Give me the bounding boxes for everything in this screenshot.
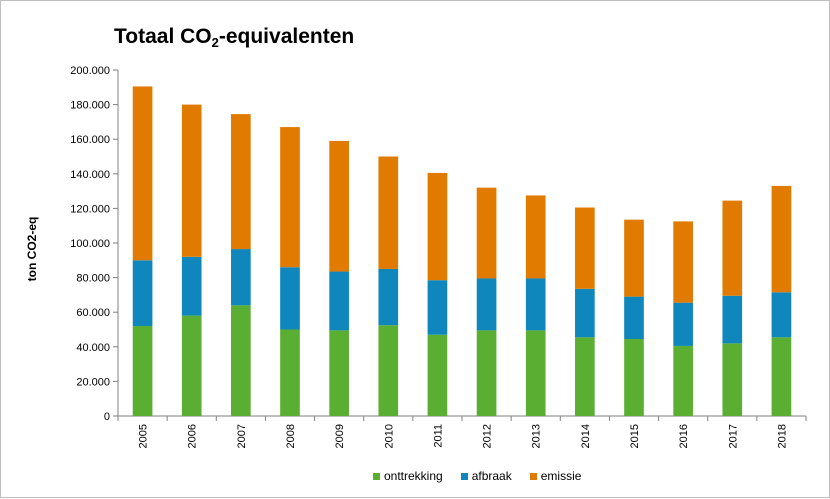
bar-segment-emissie (280, 127, 300, 268)
x-tick-label: 2005 (138, 424, 150, 448)
legend-item: onttrekking (373, 469, 443, 483)
x-tick-label: 2015 (629, 424, 641, 448)
y-tick-label: 140.000 (70, 169, 110, 181)
bar-segment-onttrekking (525, 330, 546, 416)
legend-label: onttrekking (384, 469, 443, 483)
bar-segment-emissie (132, 86, 153, 261)
y-tick-label: 200.000 (70, 65, 110, 77)
bar-segment-afbraak (280, 267, 300, 330)
bar-segment-afbraak (575, 288, 595, 338)
chart-title-rest: -equivalenten (218, 25, 355, 48)
x-tick-label: 2008 (285, 424, 297, 448)
bar-segment-onttrekking (476, 330, 497, 416)
bar-segment-afbraak (673, 302, 693, 346)
bar-segment-onttrekking (575, 337, 595, 416)
x-tick-label: 2011 (432, 424, 444, 448)
y-tick-label: 100.000 (70, 238, 110, 250)
x-tick-label: 2009 (334, 424, 346, 448)
x-tick-label: 2013 (531, 424, 543, 448)
y-tick-label: 40.000 (76, 342, 110, 354)
y-tick-label: 120.000 (70, 203, 110, 215)
bar-segment-emissie (329, 140, 349, 272)
y-tick-label: 60.000 (76, 307, 110, 319)
bar-segment-emissie (476, 187, 497, 279)
bar-segment-afbraak (525, 278, 546, 331)
bar-segment-onttrekking (132, 326, 153, 416)
bar-segment-emissie (378, 156, 399, 269)
bar-segment-emissie (181, 104, 202, 257)
bar-segment-afbraak (231, 249, 251, 306)
y-tick-label: 80.000 (76, 273, 110, 285)
chart-legend: onttrekking afbraak emissie (373, 469, 581, 483)
legend-label: emissie (540, 469, 582, 483)
bar-segment-afbraak (181, 256, 202, 316)
x-tick-label: 2017 (727, 424, 739, 448)
legend-item: afbraak (460, 469, 512, 483)
x-tick-label: 2010 (383, 424, 395, 448)
bar-segment-afbraak (132, 260, 153, 327)
bar-segment-onttrekking (378, 325, 399, 416)
bar-segment-onttrekking (231, 305, 251, 416)
bar-segment-onttrekking (280, 329, 300, 416)
bar-segment-onttrekking (673, 345, 693, 416)
bar-segment-afbraak (476, 278, 497, 331)
bar-segment-emissie (231, 114, 251, 250)
x-tick-label: 2012 (482, 424, 494, 448)
bar-segment-emissie (624, 219, 644, 297)
bar-segment-afbraak (771, 292, 792, 338)
bar-segment-afbraak (378, 268, 399, 326)
bar-segment-onttrekking (624, 339, 644, 416)
legend-swatch (373, 472, 380, 480)
y-tick-label: 0 (104, 411, 110, 423)
bar-segment-emissie (525, 195, 546, 279)
bar-segment-onttrekking (329, 330, 349, 416)
bar-segment-emissie (427, 172, 448, 281)
legend-item: emissie (529, 469, 582, 483)
x-tick-label: 2006 (187, 424, 199, 448)
y-tick-label: 180.000 (70, 100, 110, 112)
x-tick-label: 2018 (776, 424, 788, 448)
y-tick-label: 20.000 (76, 376, 110, 388)
bar-segment-onttrekking (181, 315, 202, 416)
bar-segment-afbraak (624, 296, 644, 340)
bar-segment-emissie (673, 221, 693, 303)
bar-segment-emissie (575, 207, 595, 289)
bar-segment-onttrekking (722, 343, 743, 416)
x-tick-label: 2007 (236, 424, 248, 448)
legend-swatch (460, 472, 468, 480)
bar-segment-emissie (722, 200, 743, 296)
legend-label: afbraak (471, 469, 512, 483)
chart-title: Totaal CO2-equivalenten (114, 25, 354, 50)
chart-title-main: Totaal CO (114, 25, 212, 48)
x-tick-label: 2014 (580, 424, 592, 448)
x-tick-label: 2016 (678, 424, 690, 448)
y-tick-label: 160.000 (70, 134, 110, 146)
bar-segment-afbraak (329, 271, 349, 331)
bar-segment-emissie (771, 185, 792, 293)
bar-segment-onttrekking (427, 334, 448, 416)
bar-segment-afbraak (427, 280, 448, 335)
bar-segment-onttrekking (771, 337, 792, 416)
legend-swatch (529, 472, 537, 480)
bar-segment-afbraak (722, 295, 743, 344)
chart-title-subscript: 2 (211, 35, 219, 50)
